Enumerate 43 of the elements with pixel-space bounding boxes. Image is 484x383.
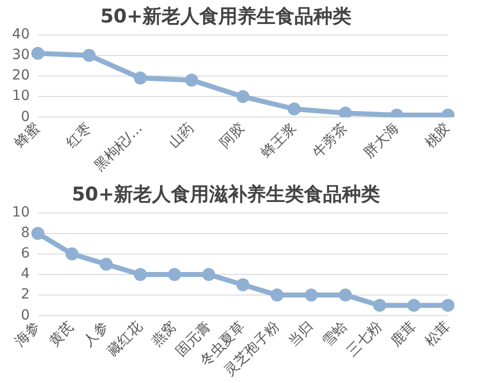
point [134,72,147,85]
x-tick-label: 当归 [286,318,317,350]
x-tick-label: 鹿茸 [388,318,420,350]
y-tick-label: 10 [12,204,30,220]
y-tick-label: 2 [20,286,30,303]
point [31,226,44,240]
point [185,74,198,87]
x-tick-label: 蜂王浆 [258,120,300,162]
point [31,46,44,60]
point [373,298,386,312]
x-tick-label: 黄芪 [46,318,78,350]
point [236,90,250,104]
point [168,268,182,281]
point [304,288,318,302]
y-tick-label: 4 [20,266,30,282]
chart-title: 50+新老人食用养生食品种类 [100,5,352,28]
x-tick-label: 牛蒡茶 [310,120,351,162]
point [407,298,420,312]
x-tick-label: 阿胶 [217,120,248,152]
x-tick-label: 藏红花 [104,318,146,360]
y-tick-label: 30 [12,47,30,64]
point [65,247,78,260]
x-tick-label: 山药 [166,120,198,152]
x-tick-label: 黑枸杞/… [92,120,146,174]
point [270,288,284,302]
point [100,258,113,271]
point [82,48,96,62]
point [442,298,454,312]
x-tick-label: 胖大海 [361,120,402,162]
y-tick-label: 8 [20,225,30,242]
point [134,268,147,281]
point [338,288,352,302]
x-tick-label: 桃胶 [422,120,454,152]
point [288,102,301,116]
point [202,268,216,281]
y-tick-label: 10 [12,88,30,104]
x-tick-label: 松茸 [422,318,454,350]
x-tick-label: 红枣 [63,120,94,152]
point [236,278,250,292]
y-tick-label: 6 [20,246,30,262]
y-tick-label: 20 [12,68,30,84]
chart-title: 50+新老人食用滋补养生类食品种类 [72,183,380,206]
y-tick-label: 40 [12,26,30,42]
